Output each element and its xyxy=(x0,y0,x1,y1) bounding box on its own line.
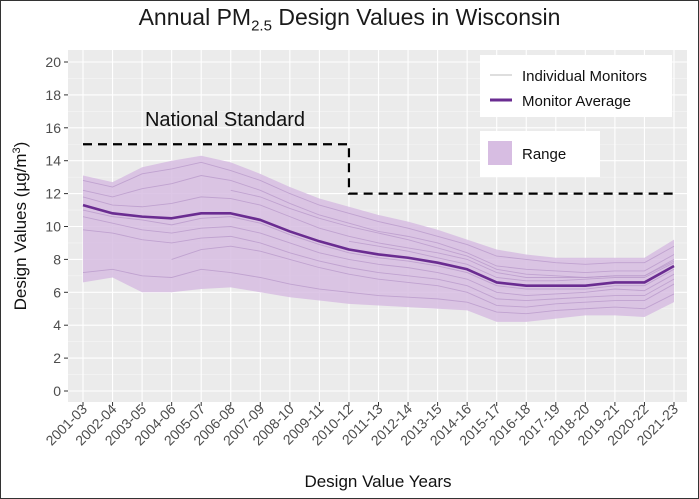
legend-label-individual: Individual Monitors xyxy=(522,68,647,85)
y-tick-label: 16 xyxy=(45,120,61,136)
y-tick-label: 6 xyxy=(53,284,61,300)
chart-title-rest: Design Values in Wisconsin xyxy=(271,4,561,30)
y-axis-label-main: Design Values (µg/m xyxy=(11,153,30,310)
individual-monitors xyxy=(82,161,675,315)
y-axis-label-end: ) xyxy=(11,142,30,148)
legend-label-range: Range xyxy=(522,146,566,163)
y-axis: 0 2 4 6 8 10 12 14 16 18 20 xyxy=(45,54,68,399)
y-tick-label: 14 xyxy=(45,153,61,169)
national-standard-line xyxy=(83,143,674,195)
individual-monitor-line xyxy=(82,209,675,290)
y-tick-label: 18 xyxy=(45,87,61,103)
individual-monitor-line xyxy=(230,189,675,278)
chart-title-subscript: 2.5 xyxy=(251,17,272,35)
individual-monitor-line xyxy=(171,245,675,308)
monitor-average-line xyxy=(82,203,675,288)
chart-title: Annual PM2.5 Design Values in Wisconsin xyxy=(0,4,699,35)
individual-monitor-line xyxy=(82,229,675,301)
national-standard xyxy=(83,143,674,195)
x-axis-label: Design Value Years xyxy=(304,472,451,491)
chart-title-main: Annual PM xyxy=(138,4,252,30)
individual-monitor-line xyxy=(82,196,675,278)
legend-key-range xyxy=(488,141,512,165)
y-tick-label: 8 xyxy=(53,251,61,267)
legend: Individual Monitors Monitor Average Rang… xyxy=(480,55,672,177)
individual-monitor-line xyxy=(82,175,675,274)
individual-monitor-line xyxy=(82,216,675,297)
y-tick-label: 12 xyxy=(45,186,61,202)
y-axis-label: Design Values (µg/m3) xyxy=(11,142,30,311)
y-tick-label: 10 xyxy=(45,219,61,235)
y-axis-label-superscript: 3 xyxy=(11,147,23,153)
y-tick-label: 20 xyxy=(45,54,61,70)
national-standard-label: National Standard xyxy=(145,109,305,131)
individual-monitor-line xyxy=(348,240,675,282)
monitor-average xyxy=(82,203,675,288)
y-tick-label: 0 xyxy=(53,383,61,399)
individual-monitor-line xyxy=(82,268,675,315)
legend-box-lines xyxy=(480,55,672,117)
x-axis: 2001-032002-042003-052004-062005-072006-… xyxy=(42,401,681,449)
legend-label-average: Monitor Average xyxy=(522,93,631,110)
y-tick-label: 2 xyxy=(53,350,61,366)
y-tick-label: 4 xyxy=(53,317,61,333)
individual-monitor-line xyxy=(82,161,675,265)
